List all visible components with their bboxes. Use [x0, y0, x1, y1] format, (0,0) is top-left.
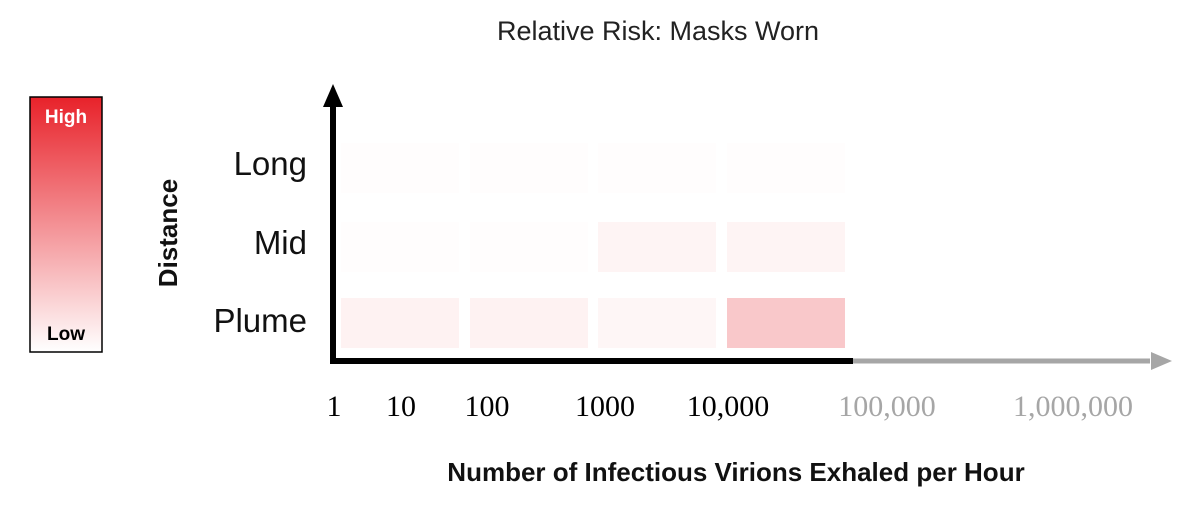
row-labels: Long Mid Plume — [213, 145, 307, 339]
heatmap-cell-mid-3 — [598, 222, 716, 272]
heatmap-cell-plume-3 — [598, 298, 716, 348]
y-axis-arrowhead — [323, 84, 343, 107]
heatmap-cell-long-2 — [470, 143, 588, 193]
row-label-plume: Plume — [213, 302, 307, 339]
x-axis-arrowhead — [1151, 352, 1172, 370]
x-tick-labels: 1 10 100 1000 10,000 100,000 1,000,000 — [327, 390, 1134, 423]
row-label-mid: Mid — [254, 224, 307, 261]
x-tick-label: 1,000,000 — [1013, 390, 1133, 423]
y-axis-label: Distance — [153, 179, 183, 287]
x-tick-label: 100 — [465, 390, 510, 423]
heatmap-cell-plume-1 — [341, 298, 459, 348]
heatmap-cell-mid-2 — [470, 222, 588, 272]
heatmap-cells — [341, 143, 845, 348]
legend-low-label: Low — [47, 324, 85, 345]
risk-legend: High Low — [29, 96, 103, 353]
x-tick-label: 1 — [327, 390, 342, 423]
x-tick-label: 10 — [386, 390, 416, 423]
x-tick-label: 1000 — [575, 390, 635, 423]
x-tick-label: 100,000 — [838, 390, 936, 423]
legend-high-label: High — [45, 107, 87, 128]
heatmap-cell-long-3 — [598, 143, 716, 193]
heatmap-cell-long-1 — [341, 143, 459, 193]
legend-gradient-bar — [29, 96, 103, 353]
heatmap-cell-plume-2 — [470, 298, 588, 348]
x-axis-label: Number of Infectious Virions Exhaled per… — [447, 457, 1024, 487]
x-tick-label: 10,000 — [687, 390, 770, 423]
heatmap-cell-plume-4 — [727, 298, 845, 348]
row-label-long: Long — [234, 145, 307, 182]
heatmap-cell-long-4 — [727, 143, 845, 193]
heatmap-cell-mid-1 — [341, 222, 459, 272]
chart-title: Relative Risk: Masks Worn — [497, 16, 819, 46]
heatmap-cell-mid-4 — [727, 222, 845, 272]
axes — [323, 84, 1172, 370]
